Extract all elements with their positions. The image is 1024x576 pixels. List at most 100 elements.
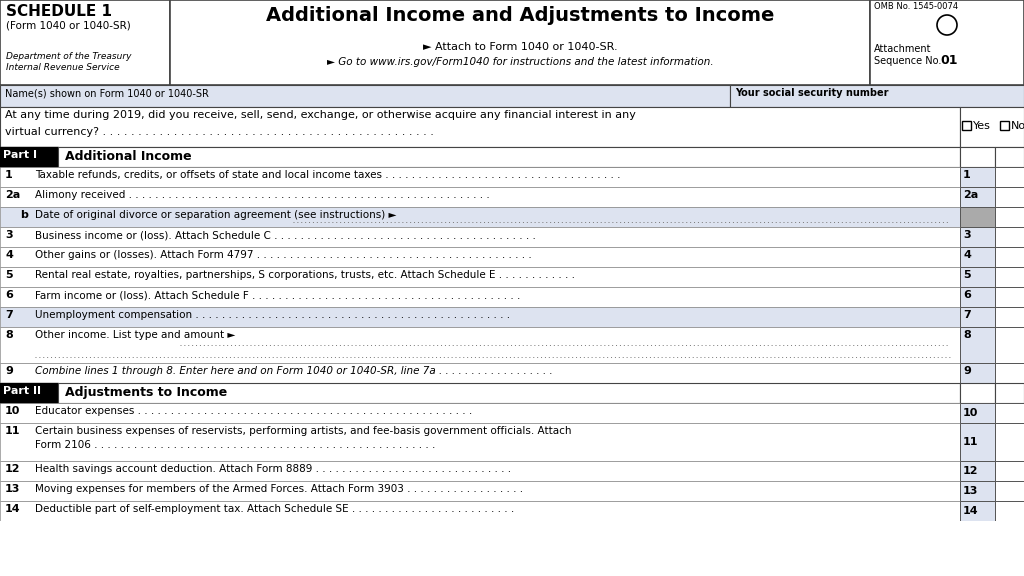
Bar — [0, 461, 961, 481]
Text: Health savings account deduction. Attach Form 8889 . . . . . . . . . . . . . . .: Health savings account deduction. Attach… — [35, 464, 511, 474]
Bar — [961, 423, 995, 461]
Bar — [961, 187, 995, 207]
Text: 9: 9 — [963, 366, 971, 376]
Bar — [995, 247, 1024, 267]
Bar — [961, 147, 995, 167]
Bar — [0, 207, 961, 227]
Bar — [961, 383, 995, 403]
Bar — [961, 227, 995, 247]
Text: SCHEDULE 1: SCHEDULE 1 — [6, 4, 112, 19]
Text: Attachment: Attachment — [874, 44, 932, 54]
Text: 10: 10 — [963, 408, 978, 418]
Bar — [0, 501, 961, 521]
Text: Farm income or (loss). Attach Schedule F . . . . . . . . . . . . . . . . . . . .: Farm income or (loss). Attach Schedule F… — [35, 290, 520, 300]
Text: 5: 5 — [963, 270, 971, 280]
Bar — [0, 187, 961, 207]
Bar — [995, 227, 1024, 247]
Bar — [0, 287, 961, 307]
Bar — [995, 207, 1024, 227]
Text: 1: 1 — [963, 170, 971, 180]
Text: 6: 6 — [5, 290, 13, 300]
Text: 5: 5 — [5, 270, 12, 280]
Bar — [995, 423, 1024, 461]
Text: Taxable refunds, credits, or offsets of state and local income taxes . . . . . .: Taxable refunds, credits, or offsets of … — [35, 170, 621, 180]
Bar — [0, 307, 961, 327]
Bar — [0, 363, 961, 383]
Text: Moving expenses for members of the Armed Forces. Attach Form 3903 . . . . . . . : Moving expenses for members of the Armed… — [35, 484, 523, 494]
Text: 8: 8 — [963, 330, 971, 340]
Text: Adjustments to Income: Adjustments to Income — [65, 386, 227, 399]
Bar — [0, 0, 170, 85]
Text: Alimony received . . . . . . . . . . . . . . . . . . . . . . . . . . . . . . . .: Alimony received . . . . . . . . . . . .… — [35, 190, 489, 200]
Bar — [995, 383, 1024, 403]
Text: 7: 7 — [5, 310, 12, 320]
Bar — [0, 247, 961, 267]
Text: Rental real estate, royalties, partnerships, S corporations, trusts, etc. Attach: Rental real estate, royalties, partnersh… — [35, 270, 575, 280]
Bar — [961, 287, 995, 307]
Bar — [995, 187, 1024, 207]
Text: Yes: Yes — [973, 121, 991, 131]
Bar — [58, 383, 961, 403]
Bar — [995, 363, 1024, 383]
Bar — [870, 0, 1024, 85]
Text: OMB No. 1545-0074: OMB No. 1545-0074 — [874, 2, 958, 11]
Bar — [962, 121, 971, 130]
Text: Other gains or (losses). Attach Form 4797 . . . . . . . . . . . . . . . . . . . : Other gains or (losses). Attach Form 479… — [35, 250, 531, 260]
Bar — [730, 85, 1024, 107]
Bar — [961, 247, 995, 267]
Text: 1: 1 — [5, 170, 12, 180]
Bar — [0, 383, 58, 403]
Bar — [961, 403, 995, 423]
Bar — [995, 327, 1024, 363]
Text: 12: 12 — [963, 466, 979, 476]
Text: 10: 10 — [5, 406, 20, 416]
Bar — [995, 167, 1024, 187]
Text: Your social security number: Your social security number — [735, 88, 889, 98]
Text: Additional Income and Adjustments to Income: Additional Income and Adjustments to Inc… — [266, 6, 774, 25]
Text: 14: 14 — [963, 506, 979, 516]
Bar — [58, 147, 961, 167]
Bar — [961, 107, 1024, 147]
Bar — [995, 501, 1024, 521]
Text: 8: 8 — [5, 330, 12, 340]
Bar — [0, 423, 961, 461]
Text: 4: 4 — [963, 250, 971, 260]
Text: Combine lines 1 through 8. Enter here and on Form 1040 or 1040-SR, line 7a . . .: Combine lines 1 through 8. Enter here an… — [35, 366, 553, 376]
Text: virtual currency? . . . . . . . . . . . . . . . . . . . . . . . . . . . . . . . : virtual currency? . . . . . . . . . . . … — [5, 127, 434, 137]
Text: ► Attach to Form 1040 or 1040-SR.: ► Attach to Form 1040 or 1040-SR. — [423, 42, 617, 52]
Text: Unemployment compensation . . . . . . . . . . . . . . . . . . . . . . . . . . . : Unemployment compensation . . . . . . . … — [35, 310, 510, 320]
Bar — [0, 521, 1024, 576]
Text: Internal Revenue Service: Internal Revenue Service — [6, 63, 120, 72]
Circle shape — [937, 15, 957, 35]
Text: 2a: 2a — [963, 190, 978, 200]
Text: 11: 11 — [963, 437, 979, 447]
Bar — [0, 85, 730, 107]
Bar — [0, 403, 961, 423]
Bar — [0, 327, 961, 363]
Text: Certain business expenses of reservists, performing artists, and fee-basis gover: Certain business expenses of reservists,… — [35, 426, 571, 436]
Text: 13: 13 — [963, 486, 978, 496]
Text: Name(s) shown on Form 1040 or 1040-SR: Name(s) shown on Form 1040 or 1040-SR — [5, 88, 209, 98]
Bar — [995, 481, 1024, 501]
Bar — [961, 461, 995, 481]
Text: 11: 11 — [5, 426, 20, 436]
Text: Business income or (loss). Attach Schedule C . . . . . . . . . . . . . . . . . .: Business income or (loss). Attach Schedu… — [35, 230, 536, 240]
Bar — [961, 327, 995, 363]
Text: Additional Income: Additional Income — [65, 150, 191, 163]
Text: 7: 7 — [963, 310, 971, 320]
Bar — [961, 363, 995, 383]
Bar — [995, 147, 1024, 167]
Text: 13: 13 — [5, 484, 20, 494]
Text: Deductible part of self-employment tax. Attach Schedule SE . . . . . . . . . . .: Deductible part of self-employment tax. … — [35, 504, 514, 514]
Bar — [961, 481, 995, 501]
Text: Date of original divorce or separation agreement (see instructions) ►: Date of original divorce or separation a… — [35, 210, 396, 220]
Bar — [0, 167, 961, 187]
Text: Sequence No.: Sequence No. — [874, 56, 944, 66]
Text: At any time during 2019, did you receive, sell, send, exchange, or otherwise acq: At any time during 2019, did you receive… — [5, 110, 636, 120]
Bar — [0, 481, 961, 501]
Bar — [0, 107, 961, 147]
Bar — [0, 267, 961, 287]
Bar — [961, 501, 995, 521]
Text: Other income. List type and amount ►: Other income. List type and amount ► — [35, 330, 236, 340]
Bar — [170, 0, 870, 85]
